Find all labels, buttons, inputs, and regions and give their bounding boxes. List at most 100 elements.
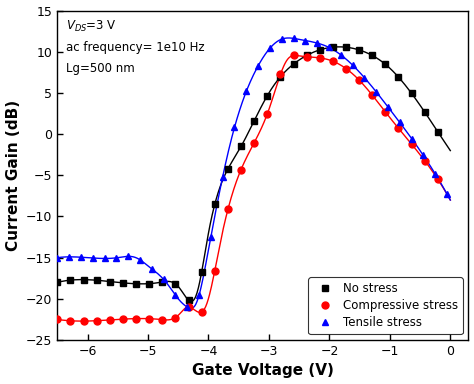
Line: Tensile stress: Tensile stress [54, 35, 450, 310]
No stress [264, 93, 270, 98]
No stress [317, 48, 323, 52]
Compressive stress [396, 126, 401, 131]
Compressive stress [94, 318, 100, 323]
Compressive stress [343, 66, 349, 71]
Tensile stress [244, 89, 249, 94]
Tensile stress [444, 192, 450, 196]
No stress [199, 270, 204, 274]
Compressive stress [317, 56, 323, 60]
Compressive stress [133, 316, 139, 321]
Tensile stress [196, 293, 202, 298]
Tensile stress [161, 277, 166, 282]
No stress [383, 62, 388, 66]
No stress [356, 48, 362, 52]
Compressive stress [409, 142, 414, 146]
No stress [369, 53, 375, 58]
Tensile stress [78, 255, 84, 260]
Tensile stress [279, 37, 284, 41]
Compressive stress [422, 159, 428, 163]
No stress [278, 74, 283, 79]
Text: $V_{DS}$=3 V: $V_{DS}$=3 V [66, 19, 118, 34]
X-axis label: Gate Voltage (V): Gate Voltage (V) [192, 363, 334, 379]
No stress [330, 45, 336, 50]
Compressive stress [159, 317, 165, 322]
No stress [94, 278, 100, 283]
Tensile stress [102, 256, 108, 261]
Compressive stress [68, 318, 73, 323]
No stress [291, 62, 296, 66]
Compressive stress [55, 317, 60, 322]
No stress [422, 110, 428, 114]
Tensile stress [338, 53, 344, 57]
Compressive stress [146, 316, 152, 321]
No stress [55, 280, 60, 285]
Tensile stress [173, 293, 178, 298]
Compressive stress [212, 268, 218, 273]
Tensile stress [267, 46, 273, 51]
Text: ac frequency= 1e10 Hz: ac frequency= 1e10 Hz [66, 41, 205, 54]
No stress [133, 281, 139, 286]
Compressive stress [199, 310, 204, 314]
No stress [409, 91, 414, 96]
Tensile stress [385, 105, 391, 109]
No stress [146, 281, 152, 286]
Tensile stress [362, 75, 367, 80]
Tensile stress [125, 254, 131, 259]
Compressive stress [304, 55, 310, 59]
No stress [304, 53, 310, 58]
Tensile stress [220, 174, 226, 179]
No stress [225, 167, 231, 171]
Tensile stress [137, 258, 143, 262]
No stress [396, 75, 401, 79]
Compressive stress [251, 141, 257, 145]
Line: Compressive stress: Compressive stress [54, 52, 441, 324]
Tensile stress [314, 41, 320, 45]
Tensile stress [232, 125, 237, 130]
Tensile stress [409, 136, 414, 141]
Compressive stress [225, 207, 231, 212]
Compressive stress [81, 319, 86, 323]
No stress [186, 298, 191, 302]
Tensile stress [255, 64, 261, 68]
Tensile stress [90, 256, 96, 260]
No stress [81, 277, 86, 282]
Compressive stress [186, 305, 191, 309]
Compressive stress [173, 315, 178, 320]
Compressive stress [435, 177, 441, 182]
Tensile stress [149, 266, 155, 271]
Tensile stress [374, 89, 379, 94]
No stress [159, 280, 165, 284]
No stress [120, 281, 126, 285]
Tensile stress [184, 305, 190, 310]
Tensile stress [66, 255, 72, 259]
Tensile stress [114, 255, 119, 260]
Line: No stress: No stress [54, 44, 441, 303]
Compressive stress [120, 317, 126, 321]
No stress [173, 281, 178, 286]
Compressive stress [383, 109, 388, 114]
Tensile stress [291, 36, 296, 41]
Compressive stress [356, 78, 362, 82]
Compressive stress [107, 318, 113, 322]
No stress [343, 45, 349, 50]
Tensile stress [326, 45, 332, 50]
Tensile stress [420, 153, 426, 158]
No stress [107, 279, 113, 284]
Tensile stress [302, 38, 308, 43]
Compressive stress [278, 72, 283, 77]
No stress [435, 129, 441, 134]
Legend: No stress, Compressive stress, Tensile stress: No stress, Compressive stress, Tensile s… [309, 277, 463, 334]
Compressive stress [330, 59, 336, 63]
Y-axis label: Current Gain (dB): Current Gain (dB) [6, 100, 20, 251]
Compressive stress [369, 93, 375, 98]
No stress [251, 119, 257, 123]
No stress [238, 144, 244, 149]
Compressive stress [291, 53, 296, 58]
No stress [212, 202, 218, 207]
Tensile stress [397, 120, 402, 125]
Tensile stress [350, 63, 356, 67]
Tensile stress [55, 255, 60, 260]
Compressive stress [238, 167, 244, 172]
Tensile stress [432, 172, 438, 176]
Text: Lg=500 nm: Lg=500 nm [66, 63, 135, 75]
